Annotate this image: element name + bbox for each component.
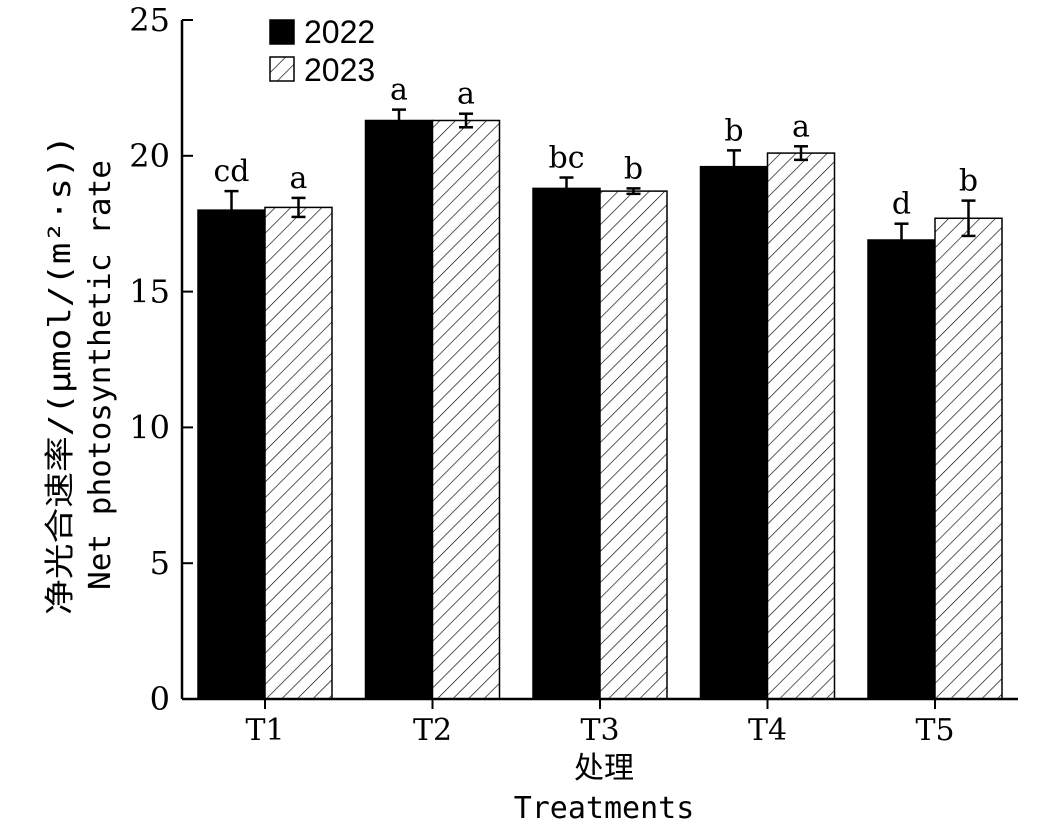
error-bar-2022-T1	[224, 189, 239, 231]
x-tick-label-T2: T2	[413, 713, 452, 748]
legend-swatch-2022	[269, 19, 295, 45]
significance-letter-2022-T2: a	[390, 73, 408, 108]
error-bar-2022-T2	[392, 108, 406, 133]
error-bar-2023-T1	[291, 196, 306, 219]
significance-letter-2022-T5: d	[892, 187, 911, 222]
significance-letter-2023-T3: b	[624, 151, 643, 186]
error-bar-2023-T5	[961, 199, 976, 238]
error-bar-2022-T3	[559, 176, 574, 201]
error-bar-2023-T2	[459, 112, 473, 129]
x-axis-title-cn: 处理	[574, 751, 634, 786]
legend-label-2022: 2022	[304, 14, 375, 50]
error-bar-2023-T4	[794, 145, 808, 162]
axes	[180, 19, 1018, 709]
y-axis-title-en: Net photosynthetic rate	[83, 160, 118, 590]
bar-2022-T4	[699, 165, 769, 700]
significance-letter-2023-T1: a	[290, 161, 308, 196]
significance-letters: cd a bc b d a a b a b	[213, 73, 978, 222]
y-tick-label-15: 15	[129, 273, 170, 311]
legend-swatch-2023	[269, 56, 295, 82]
significance-letter-2022-T3: bc	[548, 141, 584, 176]
bar-2023-T4	[766, 152, 836, 700]
significance-letter-2023-T5: b	[959, 164, 978, 199]
error-bar-2022-T4	[727, 149, 741, 185]
legend: 2022 2023	[269, 14, 375, 88]
y-tick-label-0: 0	[150, 680, 170, 718]
significance-letter-2023-T2: a	[457, 77, 475, 112]
bar-2023-T3	[599, 190, 668, 700]
error-bar-2022-T5	[894, 222, 909, 258]
bar-2022-T3	[532, 187, 601, 700]
bar-2023-T2	[431, 119, 501, 700]
tick-labels: 0 5 10 15 20 25 T1 T2 T3 T4 T5	[129, 1, 954, 748]
significance-letter-2022-T1: cd	[213, 154, 249, 189]
bars-layer	[197, 108, 1003, 700]
y-axis-title: 净光合速率/(μmol/(m²·s)) Net photosynthetic r…	[43, 135, 118, 615]
y-axis-title-cn: 净光合速率/(μmol/(m²·s))	[43, 135, 78, 615]
legend-label-2023: 2023	[304, 52, 375, 88]
significance-letter-2022-T4: b	[724, 113, 743, 148]
y-tick-label-25: 25	[129, 1, 170, 39]
significance-letter-2023-T4: a	[792, 109, 810, 144]
x-tick-label-T5: T5	[915, 713, 954, 748]
bar-2022-T5	[867, 239, 936, 700]
y-tick-label-20: 20	[129, 137, 170, 175]
y-tick-label-5: 5	[150, 544, 170, 582]
x-tick-label-T4: T4	[748, 713, 787, 748]
bar-2022-T2	[364, 119, 434, 700]
error-bar-2023-T3	[626, 187, 641, 196]
y-tick-label-10: 10	[129, 408, 170, 446]
x-tick-label-T1: T1	[245, 713, 284, 748]
bar-2023-T5	[934, 217, 1003, 700]
bar-2022-T1	[197, 209, 266, 700]
x-axis-title-en: Treatments	[514, 791, 695, 826]
bar-2023-T1	[264, 206, 333, 700]
x-tick-label-T3: T3	[580, 713, 619, 748]
